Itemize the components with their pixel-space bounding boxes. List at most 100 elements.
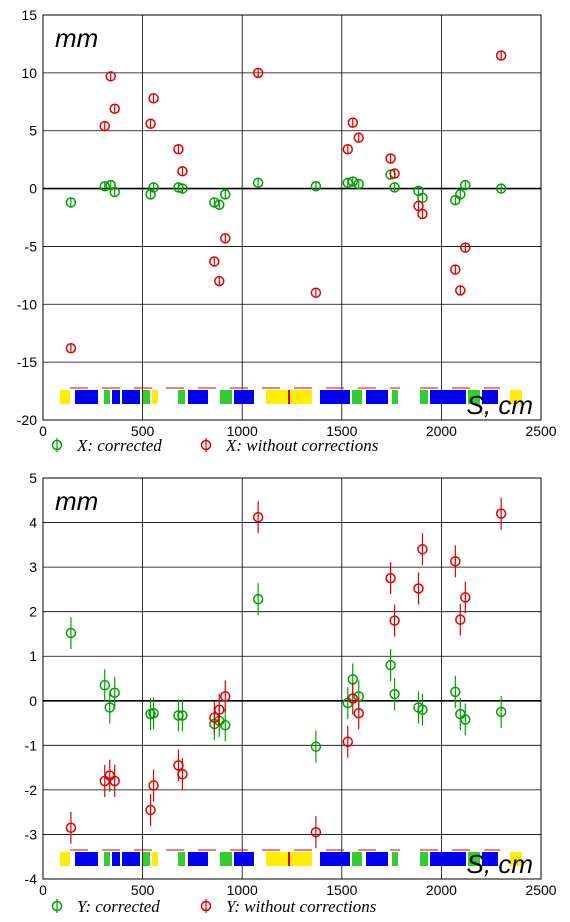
x-tick-label: 0 xyxy=(39,882,47,898)
data-point xyxy=(455,285,466,296)
y-tick-label: -5 xyxy=(25,238,38,254)
data-point xyxy=(99,679,111,691)
y-tick-label: 4 xyxy=(29,515,37,531)
data-point xyxy=(310,181,322,192)
lattice-element xyxy=(60,390,70,404)
lattice-element xyxy=(430,852,466,866)
lattice-element xyxy=(178,390,185,404)
lattice-element xyxy=(112,390,120,404)
x-unit-label: S, cm xyxy=(467,390,533,420)
lattice-element xyxy=(366,390,388,404)
lattice-element xyxy=(430,390,466,404)
x-unit-label: S, cm xyxy=(467,849,533,879)
lattice-element xyxy=(234,390,254,404)
x-tick-label: 1500 xyxy=(326,423,357,439)
data-point xyxy=(385,573,396,584)
y-tick-label: 15 xyxy=(21,7,37,23)
data-point xyxy=(413,200,424,212)
lattice-element xyxy=(482,852,498,866)
data-point xyxy=(214,199,225,211)
lattice-element xyxy=(178,852,185,866)
data-point xyxy=(495,183,507,194)
y-tick-label: -2 xyxy=(25,782,38,798)
legend-label: Y: without corrections xyxy=(226,897,377,916)
lattice-element xyxy=(352,852,362,866)
data-point xyxy=(109,186,120,198)
lattice-element xyxy=(152,852,158,866)
y-tick-label: 2 xyxy=(29,604,37,620)
data-point xyxy=(460,242,471,253)
data-point xyxy=(460,179,471,191)
lattice-element xyxy=(98,852,104,866)
data-point xyxy=(342,143,354,155)
lattice-element xyxy=(104,852,110,866)
lattice-element xyxy=(352,390,362,404)
y-unit-label: mm xyxy=(55,486,98,516)
y-tick-label: 3 xyxy=(29,559,37,575)
lattice-element xyxy=(266,390,288,404)
lattice-element xyxy=(288,390,290,404)
data-point xyxy=(389,168,400,179)
data-point xyxy=(145,804,156,816)
x-tick-label: 2000 xyxy=(426,882,457,898)
data-point xyxy=(65,343,77,354)
lattice-element xyxy=(104,390,110,404)
data-point xyxy=(109,687,120,699)
data-point xyxy=(65,822,77,834)
horizontal-orbit-chart: 0 500 1000 1500 2000 2500 15 10 5 0 -5 -10 -15 -20 mm S… xyxy=(17,7,557,455)
y-tick-label: 5 xyxy=(29,123,37,139)
legend-marker xyxy=(200,900,212,912)
lattice-element xyxy=(366,852,388,866)
y-unit-label: mm xyxy=(55,23,98,53)
y-tick-label: -1 xyxy=(25,737,38,753)
lattice-element xyxy=(210,852,218,866)
legend-marker xyxy=(200,439,212,451)
x-tick-label: 0 xyxy=(39,423,47,439)
data-point xyxy=(353,708,364,719)
x-tick-label: 2500 xyxy=(525,423,556,439)
lattice-element xyxy=(468,390,480,404)
data-point xyxy=(220,691,231,702)
lattice-element xyxy=(392,390,398,404)
data-point xyxy=(209,256,220,267)
data-point xyxy=(252,177,264,189)
lattice-element xyxy=(60,852,70,866)
data-point xyxy=(148,780,159,791)
data-point xyxy=(495,508,507,519)
lattice-element xyxy=(143,390,150,404)
plot-area xyxy=(42,14,542,421)
lattice-element xyxy=(482,390,498,404)
x-tick-label: 1000 xyxy=(227,882,258,898)
x-tick-label: 1500 xyxy=(326,882,357,898)
data-point xyxy=(450,686,461,698)
data-point xyxy=(413,583,424,594)
lattice-element xyxy=(420,390,428,404)
data-point xyxy=(105,71,116,82)
data-point xyxy=(417,208,428,220)
legend-marker xyxy=(51,900,63,912)
lattice-element xyxy=(420,852,428,866)
data-point xyxy=(145,189,156,200)
data-point xyxy=(252,593,264,605)
data-point xyxy=(177,710,188,721)
data-point xyxy=(65,197,77,208)
data-point xyxy=(455,189,466,200)
data-point xyxy=(389,182,400,193)
lattice-element xyxy=(468,852,480,866)
lattice-element xyxy=(510,390,522,404)
lattice-element xyxy=(266,852,288,866)
data-point xyxy=(460,714,471,725)
y-tick-label: -15 xyxy=(17,354,37,370)
data-point xyxy=(252,511,264,523)
data-point xyxy=(148,93,159,104)
data-point xyxy=(347,693,359,704)
lattice-element xyxy=(510,852,522,866)
legend-label: X: without corrections xyxy=(225,436,379,455)
lattice-element xyxy=(188,390,208,404)
data-point xyxy=(310,741,322,752)
x-tick-label: 2500 xyxy=(525,882,556,898)
data-point xyxy=(389,615,400,626)
lattice-element xyxy=(98,390,104,404)
lattice-element xyxy=(152,390,158,404)
